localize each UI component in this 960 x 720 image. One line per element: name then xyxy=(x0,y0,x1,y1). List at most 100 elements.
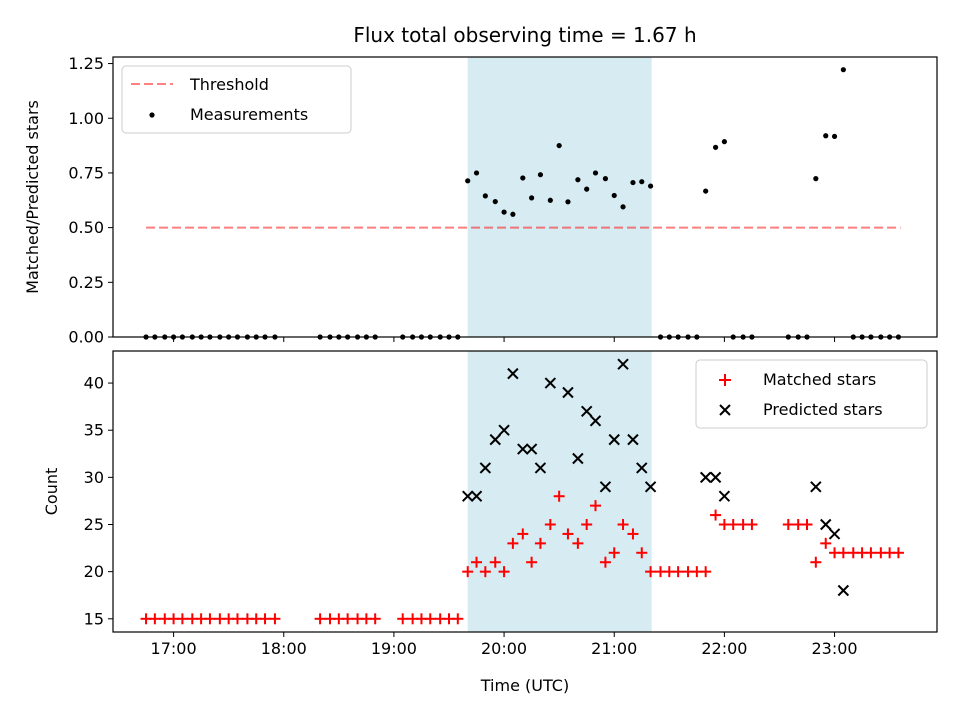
predicted-star-point xyxy=(507,367,519,380)
predicted-star-point xyxy=(589,415,602,427)
matched-star-point xyxy=(269,613,281,625)
measurement-point xyxy=(813,176,819,182)
x-axis-label: Time (UTC) xyxy=(480,676,569,695)
predicted-star-point xyxy=(489,433,501,446)
predicted-star-point xyxy=(627,433,639,446)
matched-star-point xyxy=(314,613,326,625)
matched-star-point xyxy=(645,566,657,578)
predicted-star-point xyxy=(644,481,657,493)
bottom-ytick-label: 15 xyxy=(84,609,104,628)
top-y-axis-label: Matched/Predicted stars xyxy=(23,100,42,294)
bottom-ytick-label: 35 xyxy=(84,421,104,440)
measurement-point xyxy=(482,193,488,199)
bottom-y-ticks: 15 20 25 30 35 40 xyxy=(84,374,113,628)
measurement-point xyxy=(529,195,535,201)
bottom-ytick-label: 30 xyxy=(84,468,104,487)
measurement-point xyxy=(647,183,654,189)
bottom-xtick-label: 21:00 xyxy=(591,639,637,658)
measurement-point xyxy=(575,177,581,183)
predicted-star-point xyxy=(534,462,547,474)
matched-star-point xyxy=(820,537,832,549)
top-ytick-label: 0.75 xyxy=(68,163,104,182)
predicted-star-point xyxy=(479,462,492,474)
matched-star-point xyxy=(553,490,565,502)
predicted-star-point xyxy=(837,584,850,597)
bottom-legend: Matched stars Predicted stars xyxy=(695,359,928,429)
bottom-xtick-label: 23:00 xyxy=(811,639,857,658)
top-legend-box xyxy=(121,65,352,134)
ratio-panel: 0.00 0.25 0.50 0.75 1.00 1.25 Matched/Predict… xyxy=(23,54,938,347)
measurement-point xyxy=(639,179,645,185)
predicted-star-point xyxy=(562,386,574,399)
matched-star-point xyxy=(746,519,758,531)
measurement-point xyxy=(712,144,719,150)
bottom-legend-box xyxy=(695,359,928,429)
predicted-star-point xyxy=(599,481,612,493)
predicted-star-point xyxy=(699,471,712,484)
top-highlight-span xyxy=(467,57,652,337)
measurement-point xyxy=(831,133,838,140)
measurement-point xyxy=(547,197,553,203)
bottom-xtick-label: 17:00 xyxy=(151,639,197,658)
matched-star-point xyxy=(342,613,354,625)
top-ytick-label: 0.00 xyxy=(68,328,104,347)
matched-star-point xyxy=(452,613,464,625)
predicted-star-point xyxy=(820,518,832,531)
matched-star-point xyxy=(507,537,519,549)
bottom-ytick-label: 25 xyxy=(84,515,104,534)
matched-star-point xyxy=(636,547,648,559)
matched-star-point xyxy=(517,528,529,540)
matched-star-point xyxy=(498,566,510,578)
measurement-point xyxy=(565,199,571,205)
measurement-point xyxy=(703,188,709,194)
measurement-point xyxy=(584,186,590,192)
matched-star-point xyxy=(801,519,813,531)
measurement-point xyxy=(465,178,471,184)
predicted-legend-label: Predicted stars xyxy=(763,400,883,419)
matched-star-point xyxy=(149,613,161,625)
predicted-star-point xyxy=(462,490,474,502)
matched-stars-points xyxy=(140,490,904,625)
matched-star-point xyxy=(892,547,904,559)
predicted-star-point xyxy=(498,424,510,436)
matched-star-point xyxy=(462,566,474,578)
predicted-star-point xyxy=(580,405,593,418)
matched-legend-label: Matched stars xyxy=(763,370,876,389)
predicted-star-point xyxy=(828,528,841,540)
predicted-star-point xyxy=(636,462,648,474)
matched-star-point xyxy=(176,613,188,625)
measurements-legend-label: Measurements xyxy=(190,105,308,124)
matched-star-point xyxy=(810,556,822,568)
matched-star-point xyxy=(231,613,243,625)
measurement-point xyxy=(501,209,507,215)
predicted-star-point xyxy=(718,490,731,502)
matched-star-point xyxy=(259,613,271,625)
measurement-point xyxy=(721,139,727,145)
matched-star-point xyxy=(865,547,877,559)
bottom-xtick-label: 18:00 xyxy=(261,639,307,658)
measurement-point xyxy=(630,179,636,186)
matched-star-point xyxy=(590,500,602,512)
bottom-x-ticks: 17:00 18:00 19:00 20:00 21:00 22:00 23:00 xyxy=(151,632,858,658)
matched-star-point xyxy=(471,556,483,568)
count-panel: 15 20 25 30 35 40 17:00 18:00 19:00 20:00 21:00 22… xyxy=(42,350,938,695)
predicted-star-point xyxy=(709,471,722,484)
measurement-point xyxy=(620,204,626,210)
matched-star-point xyxy=(562,528,574,540)
bottom-xtick-label: 22:00 xyxy=(701,639,747,658)
measurement-point xyxy=(602,176,609,182)
matched-star-point xyxy=(608,547,620,559)
matched-star-point xyxy=(424,613,436,625)
measurement-point xyxy=(556,142,562,149)
matched-star-point xyxy=(204,613,216,625)
matched-star-point xyxy=(544,519,556,531)
threshold-legend-label: Threshold xyxy=(189,75,269,94)
measurement-point xyxy=(592,170,599,176)
predicted-star-point xyxy=(517,443,529,455)
bottom-y-axis-label: Count xyxy=(42,468,61,516)
matched-star-point xyxy=(617,519,629,531)
predicted-star-point xyxy=(572,452,584,465)
predicted-star-point xyxy=(608,433,620,446)
chart-title: Flux total observing time = 1.67 h xyxy=(353,23,696,47)
bottom-axes-frame xyxy=(112,350,938,633)
